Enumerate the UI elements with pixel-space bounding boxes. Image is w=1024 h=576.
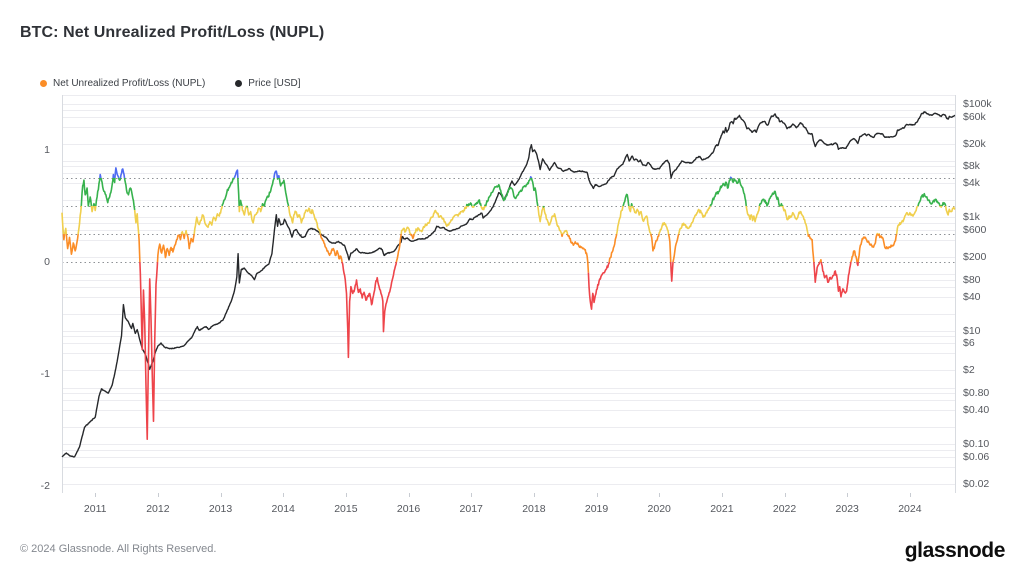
x-axis-tick-label: 2024 — [898, 503, 922, 515]
x-axis-tick-label: 2019 — [584, 503, 609, 515]
right-axis-tick-label: $4k — [963, 177, 980, 190]
right-axis-tick-label: $1k — [963, 211, 980, 224]
left-axis-tick-label: 0 — [44, 256, 50, 269]
right-axis-tick-label: $0.80 — [963, 387, 990, 400]
right-axis-tick-label: $6 — [963, 337, 975, 350]
x-axis-tick-label: 2015 — [334, 503, 358, 515]
price-legend-dot-icon — [235, 80, 243, 87]
x-axis-tick-label: 2018 — [522, 503, 546, 515]
legend-item-nupl-label: Net Unrealized Profit/Loss (NUPL) — [53, 78, 206, 89]
legend-item-nupl[interactable]: Net Unrealized Profit/Loss (NUPL) — [40, 78, 205, 89]
right-axis-tick-label: $2 — [963, 364, 975, 377]
right-axis-tick-label: $0.02 — [963, 477, 990, 490]
glassnode-logo: glassnode — [904, 539, 1006, 562]
right-axis-tick-label: $60k — [963, 110, 986, 123]
x-axis-tick-label: 2021 — [710, 503, 734, 515]
right-axis-tick-label: $20k — [963, 137, 986, 150]
x-axis-tick-label: 2023 — [835, 503, 859, 515]
x-axis-tick-label: 2013 — [208, 503, 233, 515]
right-axis-tick-label: $80 — [963, 273, 981, 286]
legend: Net Unrealized Profit/Loss (NUPL) Price … — [40, 78, 301, 89]
right-axis-tick-label: $600 — [963, 224, 987, 237]
right-axis-tick-label: $0.10 — [963, 438, 990, 451]
legend-item-price-label: Price [USD] — [248, 78, 301, 89]
page-title: BTC: Net Unrealized Profit/Loss (NUPL) — [20, 24, 325, 41]
x-axis-tick-label: 2022 — [772, 503, 797, 515]
right-axis-tick-label: $0.40 — [963, 404, 990, 417]
x-axis-tick-label: 2017 — [459, 503, 483, 515]
x-axis-tick-label: 2014 — [271, 503, 295, 515]
x-axis-tick-label: 2016 — [396, 503, 421, 515]
copyright-text: © 2024 Glassnode. All Rights Reserved. — [20, 543, 217, 555]
x-axis-tick-label: 2011 — [83, 503, 107, 515]
right-axis-tick-label: $200 — [963, 251, 987, 264]
x-axis-tick-label: 2012 — [146, 503, 170, 515]
nupl-legend-dot-icon — [40, 80, 47, 87]
right-axis-tick-label: $100k — [963, 98, 992, 111]
legend-item-price[interactable]: Price [USD] — [235, 78, 301, 89]
right-axis-tick-label: $40 — [963, 290, 981, 303]
right-axis-tick-label: $10 — [963, 324, 981, 337]
x-axis-tick-label: 2020 — [647, 503, 671, 515]
left-axis-tick-label: -1 — [40, 368, 50, 381]
left-axis-tick-label: 1 — [44, 143, 50, 156]
right-axis-tick-label: $8k — [963, 160, 980, 173]
left-axis-tick-label: -2 — [40, 480, 50, 493]
right-axis-tick-label: $0.06 — [963, 450, 990, 463]
